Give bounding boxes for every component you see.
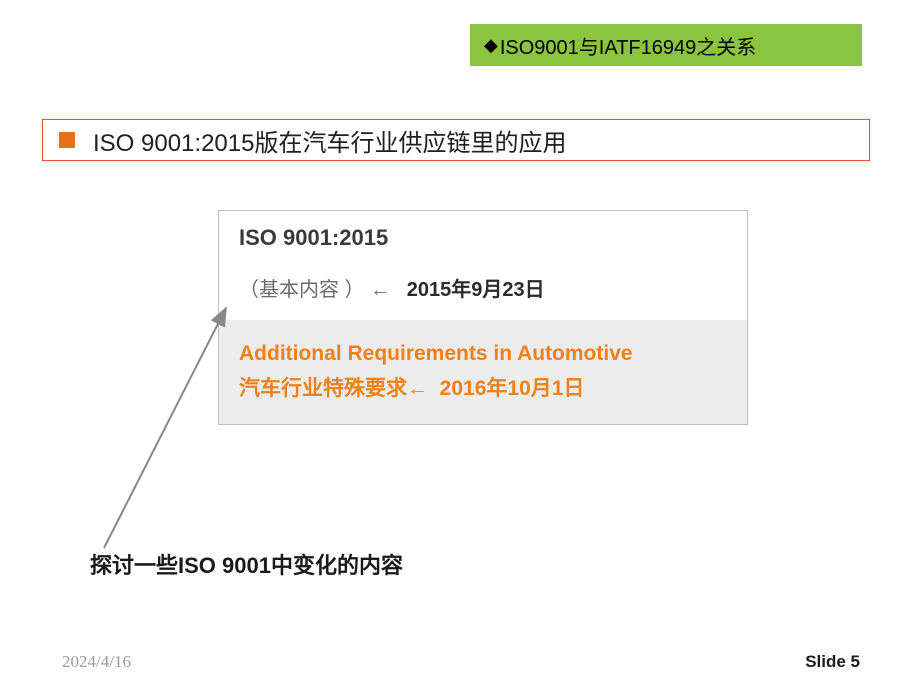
relation-banner: ◆ ISO9001与IATF16949之关系 (470, 24, 862, 66)
additional-requirements-zh: 汽车行业特殊要求← 2016年10月1日 (239, 372, 727, 402)
addl-prefix: 汽车行业特殊要求 (239, 377, 407, 400)
title-bar: ISO 9001:2015版在汽车行业供应链里的应用 (42, 119, 870, 161)
iso-label: ISO 9001:2015 (239, 225, 727, 251)
annotation-text: 探讨一些ISO 9001中变化的内容 (90, 548, 403, 580)
additional-requirements-en: Additional Requirements in Automotive (239, 342, 727, 366)
addl-date: 2016年10月1日 (440, 377, 585, 400)
basic-date: 2015年9月23日 (407, 279, 545, 301)
footer-date: 2024/4/16 (62, 652, 131, 672)
info-bottom-section: Additional Requirements in Automotive 汽车… (219, 320, 747, 424)
basic-label: （基本内容 ） (239, 279, 365, 301)
arrow-left-icon: ← (370, 279, 390, 301)
info-top-section: ISO 9001:2015 （基本内容 ） ← 2015年9月23日 (219, 211, 747, 320)
diamond-icon: ◆ (484, 35, 498, 56)
basic-content-row: （基本内容 ） ← 2015年9月23日 (239, 273, 727, 302)
title-text: ISO 9001:2015版在汽车行业供应链里的应用 (93, 123, 566, 158)
banner-text: ISO9001与IATF16949之关系 (500, 31, 756, 60)
info-box: ISO 9001:2015 （基本内容 ） ← 2015年9月23日 Addit… (218, 210, 748, 425)
footer-slide-number: Slide 5 (805, 652, 860, 672)
arrow-left-icon: ← (407, 377, 428, 400)
bullet-icon (59, 132, 75, 148)
